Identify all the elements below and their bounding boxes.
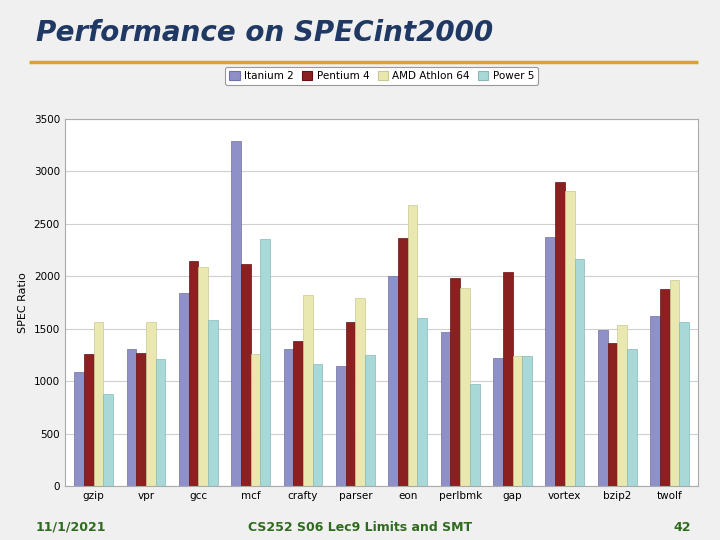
Bar <box>179 293 189 486</box>
Legend: Itanium 2, Pentium 4, AMD Athlon 64, Power 5: Itanium 2, Pentium 4, AMD Athlon 64, Pow… <box>225 67 538 85</box>
Bar <box>565 191 575 486</box>
Bar <box>679 322 689 486</box>
Bar <box>103 394 113 486</box>
Bar <box>388 276 398 486</box>
Bar <box>146 322 156 486</box>
Bar <box>598 330 608 486</box>
Bar <box>546 238 555 486</box>
Bar <box>284 348 293 486</box>
Text: 42: 42 <box>674 521 691 534</box>
Bar <box>241 264 251 486</box>
Bar <box>660 289 670 486</box>
Bar <box>127 348 136 486</box>
Bar <box>650 316 660 486</box>
Bar <box>503 272 513 486</box>
Bar <box>208 320 217 486</box>
Bar <box>74 372 84 486</box>
Bar <box>451 278 460 486</box>
Bar <box>189 261 198 486</box>
Bar <box>251 354 261 486</box>
Bar <box>356 298 365 486</box>
Text: CS252 S06 Lec9 Limits and SMT: CS252 S06 Lec9 Limits and SMT <box>248 521 472 534</box>
Text: 11/1/2021: 11/1/2021 <box>36 521 107 534</box>
Bar <box>441 332 451 486</box>
Bar <box>555 182 565 486</box>
Bar <box>470 384 480 486</box>
Bar <box>136 353 146 486</box>
Bar <box>312 364 323 486</box>
Bar <box>94 322 103 486</box>
Bar <box>231 141 241 486</box>
Bar <box>293 341 303 486</box>
Text: Performance on SPECint2000: Performance on SPECint2000 <box>36 19 493 47</box>
Bar <box>627 348 636 486</box>
Bar <box>418 318 427 486</box>
Bar <box>398 238 408 486</box>
Bar <box>336 367 346 486</box>
Bar <box>608 343 617 486</box>
Bar <box>84 354 94 486</box>
Bar <box>513 356 522 486</box>
Bar <box>493 358 503 486</box>
Bar <box>617 326 627 486</box>
Bar <box>460 288 470 486</box>
Bar <box>408 205 418 486</box>
Y-axis label: SPEC Ratio: SPEC Ratio <box>18 272 28 333</box>
Bar <box>303 295 312 486</box>
Bar <box>346 322 356 486</box>
Bar <box>522 356 532 486</box>
Bar <box>156 359 166 486</box>
Bar <box>575 259 584 486</box>
Bar <box>670 280 679 486</box>
Bar <box>198 267 208 486</box>
Bar <box>261 239 270 486</box>
Bar <box>365 355 375 486</box>
